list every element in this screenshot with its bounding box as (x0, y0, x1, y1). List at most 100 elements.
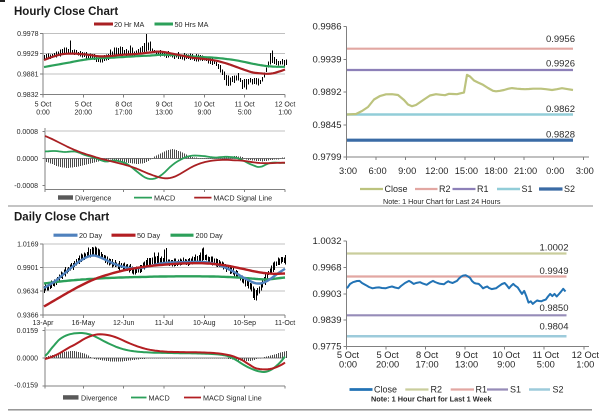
svg-text:17:00: 17:00 (115, 110, 133, 117)
svg-text:50 Day: 50 Day (137, 231, 160, 240)
svg-text:R2: R2 (439, 184, 451, 194)
svg-text:10 Oct: 10 Oct (493, 350, 521, 360)
svg-text:Note: 1 Hour Chart for Last 1: Note: 1 Hour Chart for Last 1 Week (371, 395, 493, 404)
svg-text:Close: Close (374, 385, 397, 395)
svg-text:S2: S2 (564, 184, 575, 194)
svg-text:16-May: 16-May (72, 320, 96, 327)
svg-text:0.9839: 0.9839 (312, 315, 341, 326)
svg-text:0.9804: 0.9804 (539, 322, 568, 333)
svg-text:0.9956: 0.9956 (546, 34, 575, 45)
svg-text:1:00: 1:00 (278, 110, 292, 117)
svg-text:0.9832: 0.9832 (17, 92, 39, 99)
svg-text:MACD: MACD (154, 194, 175, 203)
svg-text:8 Oct: 8 Oct (115, 102, 132, 109)
svg-text:0.9845: 0.9845 (312, 120, 341, 131)
svg-text:12:00: 12:00 (425, 166, 448, 176)
svg-text:10 Oct: 10 Oct (194, 102, 215, 109)
svg-text:-0.0008: -0.0008 (14, 183, 38, 190)
svg-text:13-Apr: 13-Apr (32, 320, 54, 327)
svg-text:9 Oct: 9 Oct (455, 350, 478, 360)
svg-text:S1: S1 (522, 184, 533, 194)
svg-text:1:00: 1:00 (576, 359, 594, 369)
svg-text:9:00: 9:00 (197, 110, 211, 117)
svg-text:11 Oct: 11 Oct (532, 350, 559, 360)
svg-text:0.9881: 0.9881 (17, 72, 39, 79)
svg-text:Hourly Close Chart: Hourly Close Chart (14, 6, 118, 18)
svg-text:50 Hrs MA: 50 Hrs MA (175, 20, 209, 29)
svg-text:0:00: 0:00 (339, 359, 357, 369)
svg-text:Close: Close (385, 184, 408, 194)
svg-text:20 Hr MA: 20 Hr MA (114, 20, 145, 29)
svg-text:0.9939: 0.9939 (312, 54, 341, 65)
svg-text:12-Jun: 12-Jun (113, 320, 135, 327)
svg-text:0.9892: 0.9892 (312, 87, 341, 98)
svg-text:MACD: MACD (149, 394, 170, 403)
svg-text:R1: R1 (476, 385, 488, 395)
svg-text:9:00: 9:00 (497, 359, 515, 369)
svg-text:0.9366: 0.9366 (17, 312, 39, 319)
svg-text:5 Oct: 5 Oct (376, 350, 399, 360)
svg-text:0.9850: 0.9850 (539, 303, 568, 314)
svg-text:MACD Signal Line: MACD Signal Line (213, 194, 272, 203)
svg-text:0.9901: 0.9901 (17, 265, 39, 272)
svg-text:9 Oct: 9 Oct (156, 102, 173, 109)
svg-text:Divergence: Divergence (75, 194, 111, 203)
svg-text:0.9986: 0.9986 (312, 22, 341, 33)
svg-text:R2: R2 (431, 385, 443, 395)
svg-text:11-Jul: 11-Jul (155, 320, 174, 327)
svg-text:0.9978: 0.9978 (17, 31, 39, 38)
svg-text:5 Oct: 5 Oct (75, 102, 92, 109)
svg-text:17:00: 17:00 (415, 359, 438, 369)
svg-text:18:00: 18:00 (484, 166, 507, 176)
svg-text:5 Oct: 5 Oct (35, 102, 52, 109)
svg-text:R1: R1 (477, 184, 489, 194)
svg-text:S1: S1 (510, 385, 521, 395)
svg-text:8 Oct: 8 Oct (416, 350, 439, 360)
svg-text:0.9634: 0.9634 (17, 289, 39, 296)
svg-text:20:00: 20:00 (376, 359, 399, 369)
svg-text:20 Day: 20 Day (79, 231, 102, 240)
svg-text:0.9926: 0.9926 (546, 59, 575, 70)
svg-text:0.0000: 0.0000 (17, 355, 39, 362)
svg-text:0:00: 0:00 (36, 110, 50, 117)
svg-text:200 Day: 200 Day (196, 231, 224, 240)
svg-text:0.9799: 0.9799 (312, 152, 341, 163)
svg-text:12 Oct: 12 Oct (572, 350, 600, 360)
svg-text:0.9903: 0.9903 (312, 289, 341, 300)
svg-text:11-Oct: 11-Oct (275, 320, 296, 327)
svg-text:3:00: 3:00 (339, 166, 357, 176)
svg-text:10-Aug: 10-Aug (193, 320, 216, 327)
svg-text:3:00: 3:00 (576, 166, 594, 176)
svg-text:0:00: 0:00 (546, 166, 564, 176)
svg-text:0.9862: 0.9862 (546, 104, 575, 115)
svg-text:15:00: 15:00 (455, 166, 478, 176)
svg-text:1.0169: 1.0169 (17, 242, 39, 249)
svg-text:1.0002: 1.0002 (539, 243, 568, 254)
svg-text:0.9929: 0.9929 (17, 51, 39, 58)
svg-text:1.0032: 1.0032 (312, 236, 341, 247)
svg-text:6:00: 6:00 (369, 166, 387, 176)
svg-text:Divergence: Divergence (81, 394, 117, 403)
svg-text:21:00: 21:00 (514, 166, 537, 176)
svg-text:5:00: 5:00 (537, 359, 555, 369)
svg-text:Daily Close Chart: Daily Close Chart (14, 212, 109, 224)
svg-text:0.9949: 0.9949 (539, 266, 568, 277)
svg-text:5 Oct: 5 Oct (337, 350, 360, 360)
svg-text:0.9968: 0.9968 (312, 262, 341, 273)
svg-text:MACD Signal Line: MACD Signal Line (203, 394, 262, 403)
svg-text:11 Oct: 11 Oct (235, 102, 255, 109)
svg-text:10-Sep: 10-Sep (233, 320, 256, 327)
svg-text:20:00: 20:00 (75, 110, 93, 117)
svg-text:13:00: 13:00 (155, 110, 173, 117)
svg-text:0.9828: 0.9828 (546, 129, 575, 140)
svg-text:5:00: 5:00 (238, 110, 252, 117)
svg-text:0.0000: 0.0000 (17, 156, 39, 163)
svg-text:9:00: 9:00 (398, 166, 416, 176)
svg-text:13:00: 13:00 (455, 359, 478, 369)
svg-text:0.0159: 0.0159 (17, 328, 39, 335)
svg-text:0.9775: 0.9775 (312, 342, 341, 353)
svg-text:12 Oct: 12 Oct (275, 102, 296, 109)
svg-text:0.0008: 0.0008 (17, 129, 39, 136)
svg-text:-0.0159: -0.0159 (14, 383, 38, 390)
svg-text:Note: 1 Hour Chart for Last 24: Note: 1 Hour Chart for Last 24 Hours (383, 197, 501, 206)
